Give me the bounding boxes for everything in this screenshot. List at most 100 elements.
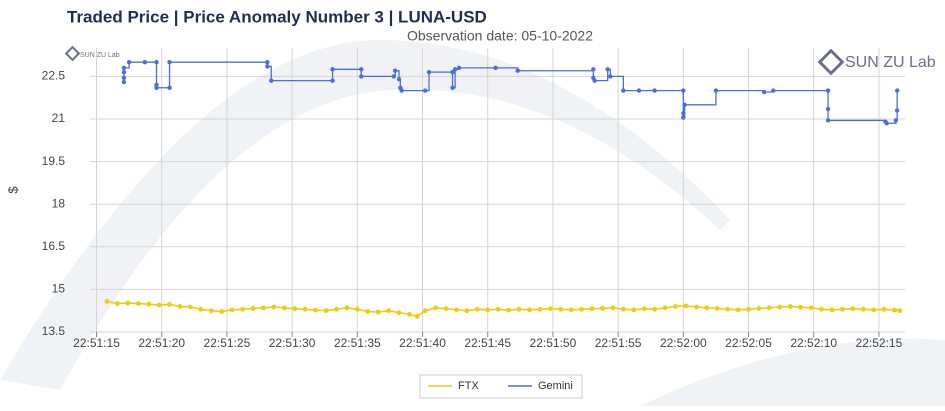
x-tick-label: 22:52:15 xyxy=(856,336,903,350)
data-point xyxy=(704,305,710,311)
data-point xyxy=(693,304,699,310)
data-point xyxy=(558,306,564,312)
data-point xyxy=(219,309,225,314)
data-point xyxy=(250,306,256,311)
data-point xyxy=(354,306,360,312)
data-point xyxy=(135,301,141,306)
data-point xyxy=(229,307,235,313)
data-point xyxy=(652,306,658,312)
data-point xyxy=(620,306,626,312)
data-point xyxy=(330,67,335,72)
data-point xyxy=(568,307,574,313)
data-point xyxy=(591,67,596,72)
data-point xyxy=(121,75,127,81)
data-point xyxy=(433,305,438,311)
x-tick-label: 22:51:45 xyxy=(464,336,511,350)
data-point xyxy=(422,88,428,93)
data-point xyxy=(198,306,204,312)
data-point xyxy=(188,304,193,310)
data-point xyxy=(167,60,172,65)
y-tick-label: 19.5 xyxy=(42,154,66,168)
data-point xyxy=(825,88,831,93)
data-point xyxy=(114,301,120,306)
data-point xyxy=(485,307,491,313)
data-point xyxy=(527,307,532,313)
y-tick-label: 22.5 xyxy=(42,69,66,83)
data-point xyxy=(261,305,266,311)
data-point xyxy=(516,306,522,312)
data-point xyxy=(681,115,686,120)
data-point xyxy=(450,69,455,75)
data-point xyxy=(265,64,270,69)
data-point xyxy=(771,88,776,93)
x-tick-label: 22:51:25 xyxy=(204,336,251,350)
data-point xyxy=(608,74,613,79)
data-point xyxy=(579,306,585,312)
watermark-large: SUN ZU Lab xyxy=(845,54,936,71)
data-point xyxy=(456,65,462,71)
data-point xyxy=(104,298,110,304)
data-point xyxy=(359,67,364,72)
data-point xyxy=(506,307,511,313)
data-point xyxy=(777,304,783,310)
data-point xyxy=(746,306,751,312)
data-point xyxy=(126,60,132,65)
watermark-small: SUN ZU Lab xyxy=(80,52,120,59)
data-point xyxy=(605,67,610,72)
data-point xyxy=(819,306,824,312)
data-point xyxy=(334,306,339,312)
data-point xyxy=(452,67,458,72)
data-point xyxy=(495,306,501,312)
data-point xyxy=(860,306,866,312)
y-axis-label: $ xyxy=(5,186,20,194)
y-tick-label: 21 xyxy=(52,111,66,125)
data-point xyxy=(850,306,856,312)
y-tick-label: 15 xyxy=(52,282,66,296)
data-point xyxy=(450,85,455,90)
x-tick-label: 22:52:10 xyxy=(790,336,837,350)
data-point xyxy=(897,308,903,314)
chart-title: Traded Price | Price Anomaly Number 3 | … xyxy=(67,7,487,26)
data-point xyxy=(825,106,831,112)
data-point xyxy=(713,88,719,93)
data-point xyxy=(121,79,127,85)
data-point xyxy=(766,305,772,311)
x-tick-label: 22:51:55 xyxy=(595,336,642,350)
data-point xyxy=(884,121,889,126)
data-point xyxy=(589,306,595,312)
data-point xyxy=(683,303,689,309)
data-point xyxy=(592,78,597,83)
y-tick-label: 18 xyxy=(52,196,66,210)
chart-subtitle: Observation date: 05-10-2022 xyxy=(407,28,593,44)
x-tick-label: 22:52:00 xyxy=(660,336,707,350)
data-point xyxy=(396,310,402,316)
data-point xyxy=(652,88,657,93)
data-point xyxy=(422,308,428,314)
y-tick-label: 13.5 xyxy=(42,324,66,338)
data-point xyxy=(302,306,308,312)
data-point xyxy=(392,68,398,73)
data-point xyxy=(474,306,480,312)
data-point xyxy=(121,65,127,71)
data-point xyxy=(271,304,277,310)
data-point xyxy=(600,306,605,311)
data-point xyxy=(426,69,432,75)
x-tick-label: 22:51:15 xyxy=(73,336,120,350)
data-point xyxy=(391,74,397,79)
x-tick-label: 22:51:20 xyxy=(138,336,185,350)
data-point xyxy=(714,306,720,311)
data-point xyxy=(386,308,392,314)
data-point xyxy=(208,308,214,314)
data-point xyxy=(265,60,270,65)
data-point xyxy=(621,88,626,93)
data-point xyxy=(493,65,498,71)
data-point xyxy=(893,118,899,123)
data-point xyxy=(375,309,381,315)
data-point xyxy=(871,307,877,313)
data-point xyxy=(840,306,845,312)
data-point xyxy=(892,307,897,313)
x-tick-label: 22:52:05 xyxy=(725,336,772,350)
data-point xyxy=(177,304,183,309)
data-point xyxy=(547,306,553,312)
